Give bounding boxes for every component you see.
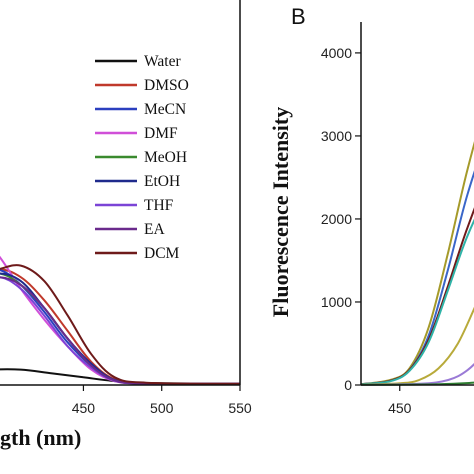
panel-b-series-lines <box>360 141 474 386</box>
panel-a-x-tick-label: 450 <box>72 400 96 416</box>
legend-label-dcm: DCM <box>144 245 180 262</box>
panel-b-series-line-5 <box>360 306 474 386</box>
legend-label-water: Water <box>144 53 181 70</box>
panel-a-series-thf-line <box>0 276 241 385</box>
panel-a-x-tick-label: 500 <box>150 400 174 416</box>
panel-a-series-dcm-line <box>0 264 241 385</box>
panel-a-legend: Water DMSO MeCN DMF MeOH EtOH THF EA DCM <box>95 53 189 262</box>
legend-label-thf: THF <box>144 197 174 214</box>
legend-label-etoh: EtOH <box>144 173 180 190</box>
panel-b-series-line-6 <box>360 363 474 386</box>
panel-b: B Fluorescence Intensity 0 1000 2000 3000 40… <box>268 4 474 416</box>
panel-a-series-mecn-line <box>0 269 241 385</box>
panel-b-y-tick-label: 2000 <box>321 211 352 227</box>
legend-label-dmso: DMSO <box>144 77 189 94</box>
panel-a-series-dmso-line <box>0 268 241 385</box>
panel-a-series-ea-line <box>0 276 241 385</box>
panel-b-series-line-1 <box>360 141 474 386</box>
panel-b-series-line-3 <box>360 207 474 386</box>
panel-b-x-tick-label: 450 <box>388 400 412 416</box>
panel-a-x-ticks: 450 500 550 <box>72 385 252 416</box>
legend-label-ea: EA <box>144 221 165 238</box>
panel-b-y-tick-label: 0 <box>344 377 352 393</box>
panel-a-x-axis-label: gth (nm) <box>0 425 81 450</box>
panel-b-y-tick-label: 4000 <box>321 45 352 61</box>
panel-b-y-tick-label: 3000 <box>321 128 352 144</box>
panel-b-y-axis-label: Fluorescence Intensity <box>268 107 293 317</box>
panel-a-series-dmf-line <box>0 255 241 385</box>
legend-label-dmf: DMF <box>144 125 178 142</box>
panel-a: 450 500 550 gth (nm) Water DMSO MeCN DMF MeOH E… <box>0 0 252 450</box>
legend-label-meoh: MeOH <box>144 149 187 166</box>
panel-a-x-tick-label: 550 <box>228 400 252 416</box>
panel-b-letter: B <box>291 4 306 29</box>
panel-a-series-lines <box>0 255 241 385</box>
panel-b-y-ticks: 0 1000 2000 3000 4000 <box>321 45 361 393</box>
panel-b-series-line-4 <box>360 218 474 386</box>
panel-b-y-tick-label: 1000 <box>321 294 352 310</box>
legend-label-mecn: MeCN <box>144 101 186 118</box>
